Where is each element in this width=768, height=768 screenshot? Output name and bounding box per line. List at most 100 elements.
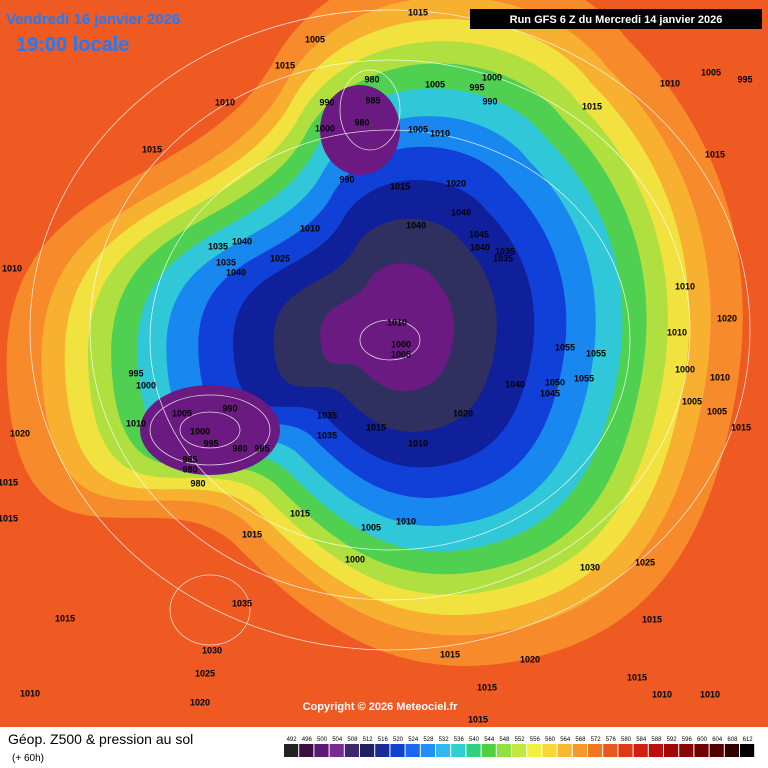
isobar-label: 1015 bbox=[627, 672, 647, 682]
footer-title: Géop. Z500 & pression au sol bbox=[8, 731, 193, 747]
isobar-label: 980 bbox=[364, 74, 379, 84]
colorbar-swatch bbox=[329, 744, 344, 757]
isobar-label: 1000 bbox=[391, 339, 411, 349]
isobar-label: 1005 bbox=[707, 406, 727, 416]
isobar-label: 1020 bbox=[446, 178, 466, 188]
colorbar-label: 588 bbox=[651, 737, 662, 743]
isobar-label: 1015 bbox=[582, 101, 602, 111]
isobar-label: 1035 bbox=[493, 253, 513, 263]
isobar-label: 1020 bbox=[520, 654, 540, 664]
isobar-label: 1010 bbox=[396, 516, 416, 526]
isobar-label: 1000 bbox=[345, 554, 365, 564]
colorbar-swatch bbox=[694, 744, 709, 757]
colorbar-label: 568 bbox=[575, 737, 586, 743]
isobar-label: 1005 bbox=[682, 396, 702, 406]
colorbar-swatch bbox=[588, 744, 603, 757]
colorbar-swatch bbox=[466, 744, 481, 757]
colorbar-label: 548 bbox=[499, 737, 510, 743]
colorbar-label: 504 bbox=[332, 737, 343, 743]
isobar-label: 1040 bbox=[226, 267, 246, 277]
isobar-label: 1005 bbox=[172, 408, 192, 418]
isobar-label: 1035 bbox=[232, 598, 252, 608]
isobar-label: 990 bbox=[222, 403, 237, 413]
isobar-label: 1020 bbox=[717, 313, 737, 323]
colorbar-label: 540 bbox=[469, 737, 480, 743]
colorbar-label: 528 bbox=[423, 737, 434, 743]
isobar-label: 1015 bbox=[142, 144, 162, 154]
colorbar-swatch bbox=[496, 744, 511, 757]
colorbar-swatch bbox=[740, 744, 755, 757]
valid-date: Vendredi 16 janvier 2026 bbox=[6, 11, 180, 28]
isobar-label: 1040 bbox=[505, 379, 525, 389]
forecast-lead: (+ 60h) bbox=[12, 753, 44, 764]
colorbar-swatch bbox=[633, 744, 648, 757]
isobar-label: 1045 bbox=[540, 388, 560, 398]
isobars bbox=[29, 9, 751, 651]
copyright: Copyright © 2026 Meteociel.fr bbox=[303, 701, 459, 713]
isobar-label: 985 bbox=[182, 454, 197, 464]
isobar-label: 1025 bbox=[270, 253, 290, 263]
isobar-label: 1035 bbox=[216, 257, 236, 267]
isobar-label: 995 bbox=[203, 438, 218, 448]
isobar-label: 980 bbox=[182, 464, 197, 474]
isobar-label: 1005 bbox=[408, 124, 428, 134]
colorbar-label: 580 bbox=[621, 737, 632, 743]
colorbar-swatch bbox=[527, 744, 542, 757]
isobar-label: 1015 bbox=[390, 181, 410, 191]
colorbar-swatch bbox=[436, 744, 451, 757]
isobar-label: 985 bbox=[254, 443, 269, 453]
colorbar-label: 596 bbox=[682, 737, 693, 743]
isobar-label: 1010 bbox=[710, 372, 730, 382]
isobar-label: 1025 bbox=[195, 668, 215, 678]
isobar-label: 1010 bbox=[408, 438, 428, 448]
colorbar-swatch bbox=[512, 744, 527, 757]
colorbar-swatch bbox=[724, 744, 739, 757]
isobar-label: 1040 bbox=[232, 236, 252, 246]
isobar-label: 1020 bbox=[453, 408, 473, 418]
colorbar-label: 552 bbox=[515, 737, 526, 743]
isobar-label: 1010 bbox=[126, 418, 146, 428]
isobar-label: 980 bbox=[232, 443, 247, 453]
isobar-label: 1015 bbox=[290, 508, 310, 518]
isobar-label: 1010 bbox=[215, 97, 235, 107]
colorbar-label: 576 bbox=[606, 737, 617, 743]
isobar-label: 1035 bbox=[317, 430, 337, 440]
colorbar-swatch bbox=[451, 744, 466, 757]
local-time: 19:00 locale bbox=[16, 34, 129, 56]
isobar-label: 1010 bbox=[387, 317, 407, 327]
colorbar-swatch bbox=[375, 744, 390, 757]
colorbar-label: 500 bbox=[317, 737, 328, 743]
isobar-label: 985 bbox=[365, 95, 380, 105]
isobar-labels: 1015100510159809859909801000100510009959… bbox=[0, 7, 753, 724]
colorbar-swatch bbox=[344, 744, 359, 757]
isobar-label: 1005 bbox=[425, 79, 445, 89]
isobar-label: 1015 bbox=[468, 714, 488, 724]
colorbar-label: 532 bbox=[439, 737, 450, 743]
colorbar-label: 608 bbox=[727, 737, 738, 743]
isobar-label: 1005 bbox=[305, 34, 325, 44]
isobar-label: 1030 bbox=[580, 562, 600, 572]
isobar-label: 1015 bbox=[242, 529, 262, 539]
isobar-label: 1010 bbox=[430, 128, 450, 138]
isobar-label: 1010 bbox=[20, 688, 40, 698]
isobar-label: 1010 bbox=[700, 689, 720, 699]
isobar-label: 1015 bbox=[477, 682, 497, 692]
isobar-label: 1055 bbox=[586, 348, 606, 358]
colorbar-label: 560 bbox=[545, 737, 556, 743]
isobar-label: 1010 bbox=[300, 223, 320, 233]
isobar-label: 1010 bbox=[667, 327, 687, 337]
isobar-label: 990 bbox=[339, 174, 354, 184]
isobar-label: 1015 bbox=[408, 7, 428, 17]
colorbar-label: 584 bbox=[636, 737, 647, 743]
isobar-label: 1025 bbox=[635, 557, 655, 567]
colorbar-label: 536 bbox=[454, 737, 465, 743]
isobar-label: 1015 bbox=[642, 614, 662, 624]
colorbar-swatch bbox=[709, 744, 724, 757]
isobar-label: 1010 bbox=[660, 78, 680, 88]
colorbar-label: 508 bbox=[347, 737, 358, 743]
colorbar-swatch bbox=[618, 744, 633, 757]
colorbar-label: 604 bbox=[712, 737, 723, 743]
colorbar-label: 564 bbox=[560, 737, 571, 743]
colorbar-label: 612 bbox=[743, 737, 754, 743]
